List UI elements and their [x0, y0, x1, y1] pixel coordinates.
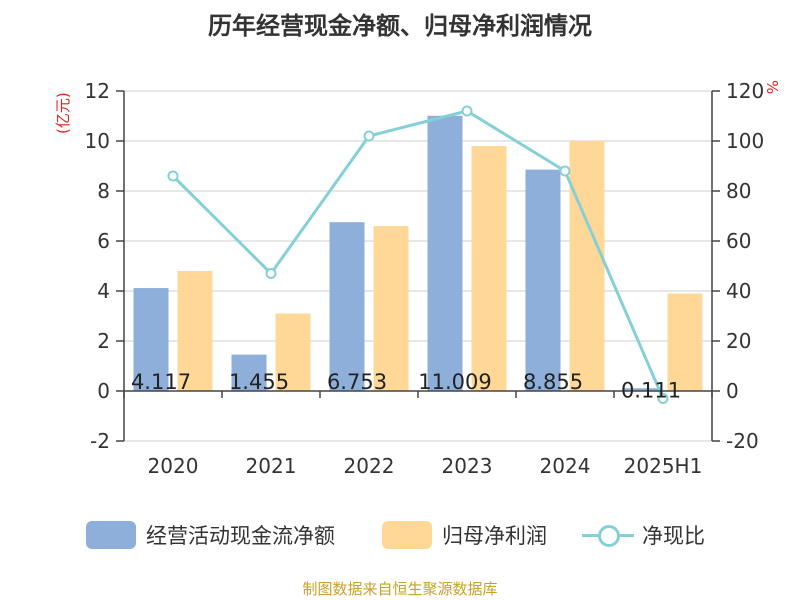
ratio-line [171, 109, 665, 400]
bar-profit [275, 313, 311, 391]
data-label-cashflow: 0.111 [621, 379, 681, 403]
x-tick-label: 2024 [540, 454, 591, 478]
chart-title: 历年经营现金净额、归母净利润情况 [208, 12, 592, 40]
left-tick-label: 2 [97, 329, 110, 353]
data-label-cashflow: 11.009 [418, 370, 491, 394]
data-label-cashflow: 1.455 [229, 370, 289, 394]
legend-item-ratio[interactable]: 净现比 [582, 518, 705, 552]
legend-swatch-profit [382, 521, 432, 549]
bar-profit [471, 146, 507, 391]
bar-cashflow [525, 169, 561, 391]
right-tick-label: 120 [726, 79, 764, 103]
data-source: 制图数据来自恒生聚源数据库 [302, 580, 498, 598]
right-tick-label: 60 [726, 229, 751, 253]
right-tick-label: -20 [726, 429, 759, 453]
ratio-point [461, 105, 473, 117]
legend-item-cashflow[interactable]: 经营活动现金流净额 [86, 518, 335, 552]
right-axis-unit: % [763, 80, 781, 95]
bar-cashflow [231, 354, 267, 391]
data-labels-layer: 4.117 1.455 6.753 11.009 8.855 0.111 [131, 370, 681, 403]
bar-profit [177, 271, 213, 391]
legend: 经营活动现金流净额 归母净利润 净现比 [0, 518, 800, 552]
bars-layer [133, 115, 703, 392]
bar-profit [373, 226, 409, 391]
ratio-point [363, 130, 375, 142]
legend-label-cashflow: 经营活动现金流净额 [146, 524, 335, 548]
legend-item-profit[interactable]: 归母净利润 [382, 518, 547, 552]
bar-profit [667, 293, 703, 391]
legend-swatch-ratio [582, 521, 634, 549]
data-label-cashflow: 6.753 [327, 370, 387, 394]
data-label-cashflow: 8.855 [523, 370, 583, 394]
left-tick-label: -2 [90, 429, 110, 453]
line-layer [167, 105, 669, 404]
legend-swatch-cashflow [86, 521, 136, 549]
bar-cashflow [427, 115, 463, 392]
x-tick-label: 2023 [442, 454, 493, 478]
bar-cashflow [133, 288, 169, 391]
bar-profit [569, 141, 605, 391]
legend-label-profit: 归母净利润 [442, 524, 547, 548]
right-tick-label: 100 [726, 129, 764, 153]
ratio-point [657, 393, 669, 404]
right-tick-label: 0 [726, 379, 739, 403]
right-tick-label: 40 [726, 279, 751, 303]
left-tick-label: 12 [85, 79, 110, 103]
left-tick-label: 6 [97, 229, 110, 253]
ratio-point [559, 165, 571, 177]
bar-cashflow [623, 388, 659, 391]
left-tick-label: 10 [85, 129, 110, 153]
right-tick-label: 20 [726, 329, 751, 353]
left-tick-label: 0 [97, 379, 110, 403]
right-tick-label: 80 [726, 179, 751, 203]
x-tick-label: 2022 [344, 454, 395, 478]
ratio-point [167, 170, 179, 182]
x-tick-label: 2020 [148, 454, 199, 478]
legend-label-ratio: 净现比 [642, 524, 705, 548]
bar-cashflow [329, 222, 365, 391]
ratio-point [265, 268, 277, 279]
left-tick-label: 4 [97, 279, 110, 303]
data-label-cashflow: 4.117 [131, 370, 191, 394]
x-tick-label: 2021 [246, 454, 297, 478]
left-tick-label: 8 [97, 179, 110, 203]
x-tick-label: 2025H1 [624, 454, 703, 478]
grid-lines [124, 90, 712, 442]
left-axis-unit: (亿元) [54, 92, 72, 134]
